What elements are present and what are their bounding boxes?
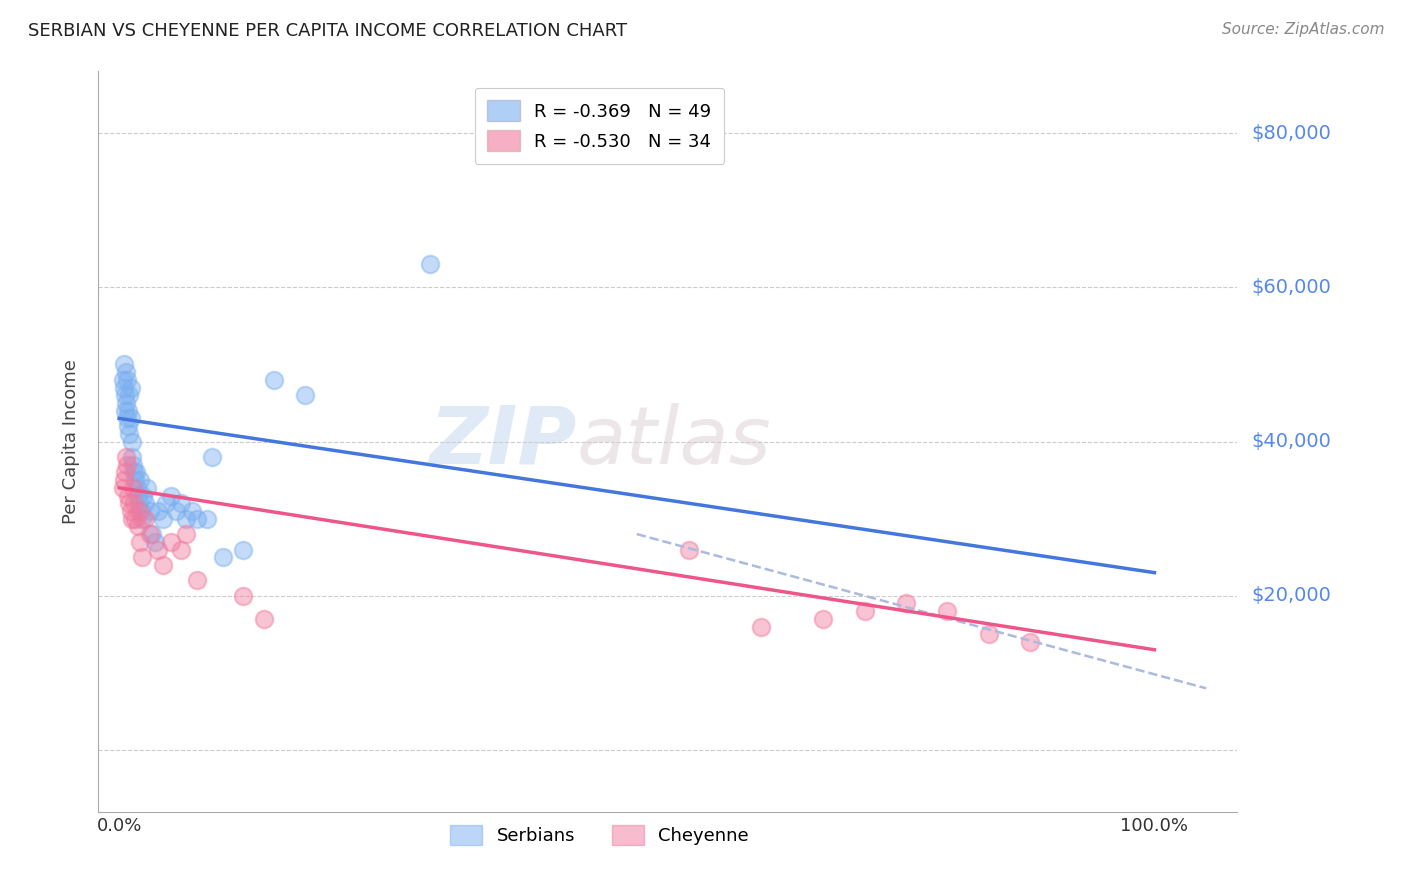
Point — [176, 511, 198, 525]
Point — [195, 511, 218, 525]
Point — [145, 534, 167, 549]
Point — [186, 574, 208, 588]
Point — [121, 511, 143, 525]
Point — [1019, 635, 1042, 649]
Point — [160, 489, 183, 503]
Text: SERBIAN VS CHEYENNE PER CAPITA INCOME CORRELATION CHART: SERBIAN VS CHEYENNE PER CAPITA INCOME CO… — [28, 22, 627, 40]
Point — [148, 542, 170, 557]
Point — [114, 466, 136, 480]
Point — [112, 373, 135, 387]
Point — [749, 620, 772, 634]
Point — [132, 489, 155, 503]
Point — [936, 604, 959, 618]
Point — [124, 473, 146, 487]
Point — [117, 419, 139, 434]
Point — [125, 466, 148, 480]
Point — [136, 481, 159, 495]
Point — [131, 511, 153, 525]
Point — [128, 496, 150, 510]
Point — [232, 542, 254, 557]
Point — [128, 534, 150, 549]
Point — [176, 527, 198, 541]
Point — [263, 373, 285, 387]
Point — [201, 450, 224, 464]
Point — [115, 450, 138, 464]
Point — [112, 380, 135, 394]
Point — [977, 627, 1000, 641]
Point — [121, 481, 143, 495]
Legend: Serbians, Cheyenne: Serbians, Cheyenne — [441, 815, 758, 855]
Text: $20,000: $20,000 — [1251, 586, 1331, 606]
Point — [118, 496, 141, 510]
Point — [120, 380, 142, 394]
Text: Source: ZipAtlas.com: Source: ZipAtlas.com — [1222, 22, 1385, 37]
Point — [122, 466, 145, 480]
Point — [114, 403, 136, 417]
Point — [139, 504, 162, 518]
Point — [180, 504, 202, 518]
Point — [152, 558, 174, 572]
Point — [117, 403, 139, 417]
Point — [894, 597, 917, 611]
Point — [186, 511, 208, 525]
Point — [211, 550, 233, 565]
Point — [124, 511, 146, 525]
Y-axis label: Per Capita Income: Per Capita Income — [62, 359, 80, 524]
Point — [134, 496, 156, 510]
Text: ZIP: ZIP — [429, 402, 576, 481]
Text: $60,000: $60,000 — [1251, 277, 1331, 297]
Point — [128, 504, 150, 518]
Point — [118, 388, 141, 402]
Point — [120, 504, 142, 518]
Point — [117, 489, 139, 503]
Point — [170, 542, 193, 557]
Point — [118, 426, 141, 441]
Point — [853, 604, 876, 618]
Text: $80,000: $80,000 — [1251, 124, 1331, 143]
Point — [419, 257, 441, 271]
Point — [155, 496, 177, 510]
Point — [114, 388, 136, 402]
Point — [127, 519, 149, 533]
Point — [678, 542, 700, 557]
Point — [112, 473, 135, 487]
Point — [152, 511, 174, 525]
Point — [115, 365, 138, 379]
Point — [232, 589, 254, 603]
Point — [165, 504, 187, 518]
Point — [121, 434, 143, 449]
Point — [811, 612, 834, 626]
Point — [117, 411, 139, 425]
Point — [139, 527, 162, 541]
Point — [127, 489, 149, 503]
Text: atlas: atlas — [576, 402, 772, 481]
Point — [131, 550, 153, 565]
Point — [121, 458, 143, 472]
Point — [120, 411, 142, 425]
Point — [170, 496, 193, 510]
Point — [141, 527, 163, 541]
Point — [117, 373, 139, 387]
Point — [294, 388, 316, 402]
Point — [128, 473, 150, 487]
Point — [129, 504, 152, 518]
Point — [122, 496, 145, 510]
Point — [125, 481, 148, 495]
Point — [112, 358, 135, 372]
Point — [112, 481, 135, 495]
Point — [148, 504, 170, 518]
Point — [134, 511, 156, 525]
Point — [115, 396, 138, 410]
Text: $40,000: $40,000 — [1251, 432, 1331, 451]
Point — [253, 612, 276, 626]
Point — [160, 534, 183, 549]
Point — [117, 458, 139, 472]
Point — [121, 450, 143, 464]
